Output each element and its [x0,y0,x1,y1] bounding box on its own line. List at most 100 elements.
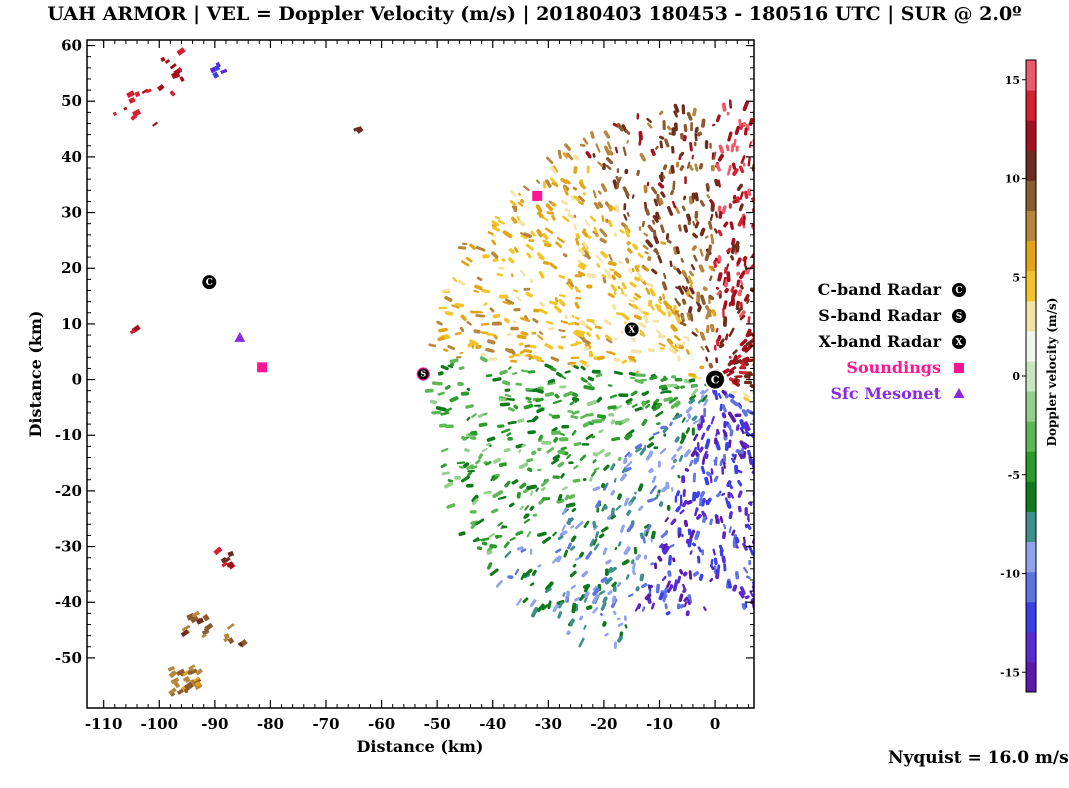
echo-gate [183,675,191,684]
echo-gate [731,529,736,536]
echo-gate [861,273,863,274]
echo-gate [632,562,636,570]
colorbar-label: Doppler velocity (m/s) [1045,298,1059,447]
echo-gate [781,138,782,139]
echo-gate [764,468,766,469]
echo-gate [493,334,498,340]
x-tick-label: -90 [201,715,228,733]
echo-gate [814,589,816,592]
echo-gate [768,403,769,404]
echo-gate [701,118,706,128]
echo-gate [538,434,543,441]
echo-gate [866,356,873,357]
echo-gate [730,255,735,261]
echo-gate [679,569,684,575]
echo-gate [670,324,678,332]
echo-gate [670,400,681,409]
echo-gate [727,439,732,449]
colorbar-swatch [1026,270,1036,302]
echo-gate [620,524,625,533]
echo-gate [141,88,149,95]
echo-gate [807,468,808,470]
echo-gate [675,490,681,497]
echo-gate [825,487,827,489]
echo-gate [599,228,608,238]
echo-gate [572,478,581,483]
echo-gate [700,394,705,400]
echo-gate [699,490,706,498]
echo-gate [827,507,828,509]
echo-gate [930,483,936,484]
echo-gate [860,460,866,463]
echo-gate [682,588,687,594]
echo-gate [813,471,819,476]
echo-gate [546,447,555,454]
echo-gate [693,446,698,452]
echo-gate [797,305,801,307]
echo-gate [811,262,812,267]
echo-gate [826,183,829,189]
echo-gate [699,227,706,237]
echo-gate [767,359,772,360]
echo-gate [908,238,913,239]
echo-gate [596,396,603,403]
echo-gate [726,247,731,253]
echo-gate [741,603,747,610]
echo-gate [490,475,496,482]
echo-gate [765,237,766,242]
echo-gate [837,229,841,232]
echo-gate [681,269,688,278]
echo-gate [943,332,945,334]
echo-gate [662,587,669,599]
echo-gate [836,477,840,479]
echo-gate [757,457,760,462]
echo-gate [566,453,572,460]
echo-gate [761,602,763,605]
echo-gate [776,385,779,388]
echo-gate [787,369,791,371]
echo-gate [635,447,642,453]
echo-gate [170,71,179,80]
colorbar-swatch [1026,150,1036,181]
echo-gate [762,425,763,426]
echo-gate [589,477,593,482]
echo-gate [574,301,580,309]
echo-gate [645,403,651,409]
echo-gate [548,413,554,417]
echo-gate [693,433,699,442]
echo-gate [602,276,607,284]
echo-gate [570,525,575,529]
echo-gate [786,280,789,284]
echo-gate [759,449,764,453]
echo-gate [845,517,849,519]
echo-gate [555,548,562,554]
echo-gate [854,155,856,160]
echo-gate [718,211,723,219]
echo-gate [686,312,692,321]
echo-gate [683,596,689,602]
echo-gate [610,419,616,425]
echo-gate [773,333,775,338]
echo-gate [785,119,786,123]
echo-gate [438,327,448,333]
echo-gate [793,151,794,157]
echo-gate [739,270,746,279]
echo-gate [486,442,492,447]
echo-gate [757,393,758,394]
echo-gate [739,123,744,130]
echo-gate [799,292,801,295]
echo-gate [842,564,844,566]
echo-gate [681,298,687,305]
echo-gate [648,435,655,441]
echo-gate [491,239,497,246]
echo-gate [718,343,725,349]
echo-gate [557,611,563,619]
echo-gate [708,244,712,253]
echo-gate [564,208,571,213]
echo-gate [488,533,495,539]
echo-gate [574,521,584,530]
echo-gate [733,138,737,148]
echo-gate [518,449,522,454]
echo-gate [607,590,613,596]
echo-gate [887,461,891,465]
